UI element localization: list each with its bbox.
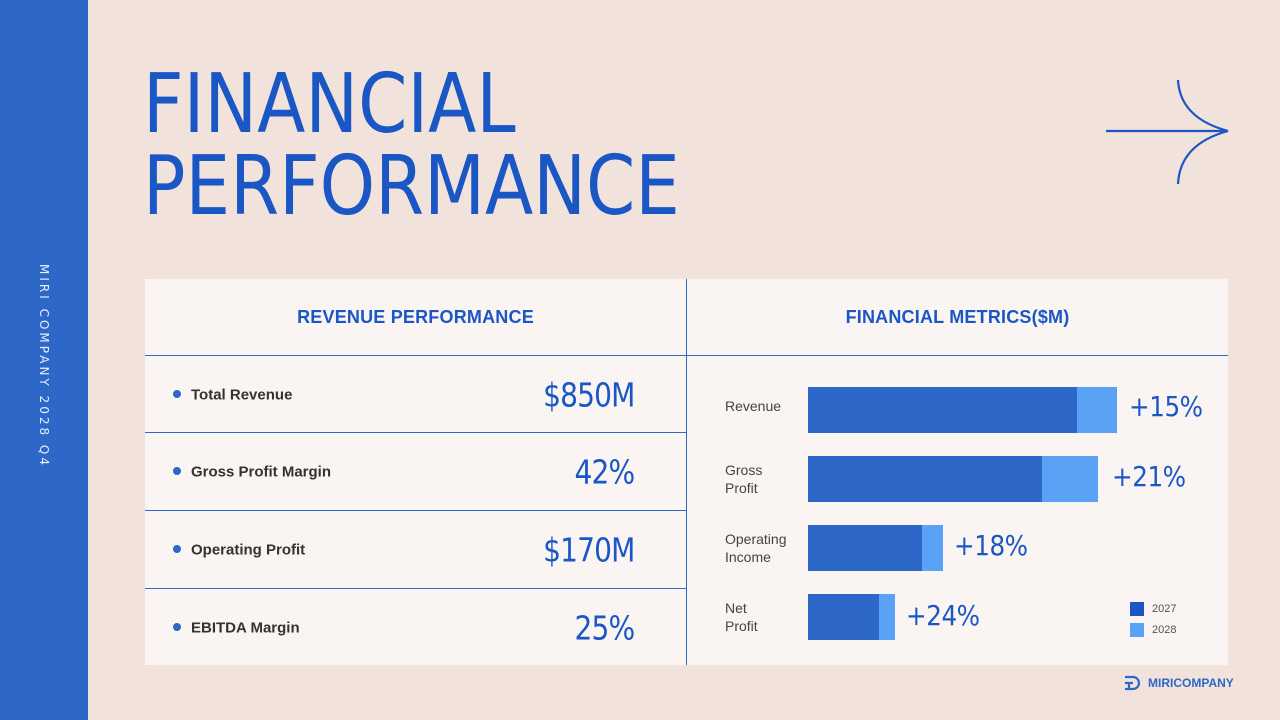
- metric-label-gross-profit: Gross Profit: [725, 461, 762, 497]
- row-value: $170M: [542, 530, 635, 569]
- change-operating-income: +18%: [954, 529, 1028, 562]
- bar-segment-2028: [1042, 456, 1098, 502]
- legend-item-2028: 2028: [1130, 620, 1176, 640]
- metric-label-line: Profit: [725, 480, 758, 496]
- row-label: Total Revenue: [191, 386, 293, 403]
- brand-name: MIRICOMPANY: [1148, 676, 1234, 690]
- title-line-2: PERFORMANCE: [143, 139, 680, 234]
- bar-segment-2027: [808, 594, 879, 640]
- legend-label: 2028: [1152, 624, 1177, 636]
- sidebar-label: MIRI COMPANY 2028 Q4: [37, 264, 51, 468]
- row-divider: [145, 432, 686, 433]
- revenue-row-operating-profit: Operating Profit $170M: [145, 511, 686, 588]
- legend-label: 2027: [1152, 603, 1177, 615]
- bullet-icon: [173, 544, 181, 553]
- row-label: EBITDA Margin: [191, 619, 300, 636]
- bullet-icon: [173, 389, 181, 398]
- financial-metrics-heading: FINANCIAL METRICS($M): [845, 306, 1070, 327]
- financial-card: REVENUE PERFORMANCE FINANCIAL METRICS($M…: [145, 279, 1228, 665]
- bar-gross-profit: [808, 456, 1098, 502]
- bullet-icon: [173, 622, 181, 631]
- bar-segment-2028: [922, 525, 943, 571]
- bar-segment-2028: [1077, 387, 1117, 433]
- bar-operating-income: [808, 525, 943, 571]
- change-revenue: +15%: [1129, 390, 1203, 423]
- page-title: FINANCIAL PERFORMANCE: [143, 64, 767, 228]
- revenue-row-gross-profit-margin: Gross Profit Margin 42%: [145, 433, 686, 510]
- brand-logo-icon: [1125, 675, 1141, 691]
- metric-label-revenue: Revenue: [725, 397, 781, 415]
- bar-segment-2027: [808, 525, 922, 571]
- bar-revenue: [808, 387, 1117, 433]
- chart-legend: 2027 2028: [1130, 599, 1176, 641]
- legend-swatch: [1130, 602, 1144, 616]
- panel-divider: [686, 279, 687, 665]
- row-value: 42%: [574, 452, 635, 491]
- metric-label-line: Gross: [725, 462, 763, 478]
- revenue-row-total-revenue: Total Revenue $850M: [145, 356, 686, 433]
- legend-item-2027: 2027: [1130, 599, 1176, 619]
- metric-label-line: Operating: [725, 531, 787, 547]
- bar-segment-2027: [808, 387, 1077, 433]
- revenue-performance-heading: REVENUE PERFORMANCE: [297, 306, 534, 327]
- sidebar: MIRI COMPANY 2028 Q4: [0, 0, 88, 720]
- metric-label-line: Profit: [725, 618, 758, 634]
- row-label: Operating Profit: [191, 541, 306, 558]
- header-divider: [145, 355, 1228, 356]
- brand: MIRICOMPANY: [1124, 675, 1234, 691]
- bar-segment-2027: [808, 456, 1042, 502]
- metric-label-line: Net: [725, 600, 747, 616]
- revenue-row-ebitda-margin: EBITDA Margin 25%: [145, 589, 686, 666]
- legend-swatch: [1130, 623, 1144, 637]
- title-line-1: FINANCIAL: [143, 57, 516, 152]
- bullet-icon: [173, 466, 181, 475]
- bar-net-profit: [808, 594, 895, 640]
- metric-label-line: Revenue: [725, 398, 782, 414]
- row-label: Gross Profit Margin: [191, 463, 332, 480]
- row-value: $850M: [542, 375, 635, 414]
- arrow-right-icon: [1106, 79, 1229, 185]
- change-gross-profit: +21%: [1112, 460, 1186, 493]
- bar-segment-2028: [879, 594, 895, 640]
- metric-label-net-profit: Net Profit: [725, 599, 758, 635]
- metric-label-line: Income: [725, 549, 771, 565]
- metric-label-operating-income: Operating Income: [725, 530, 786, 566]
- change-net-profit: +24%: [906, 599, 980, 632]
- row-divider: [145, 588, 686, 589]
- row-divider: [145, 510, 686, 511]
- row-value: 25%: [574, 608, 635, 647]
